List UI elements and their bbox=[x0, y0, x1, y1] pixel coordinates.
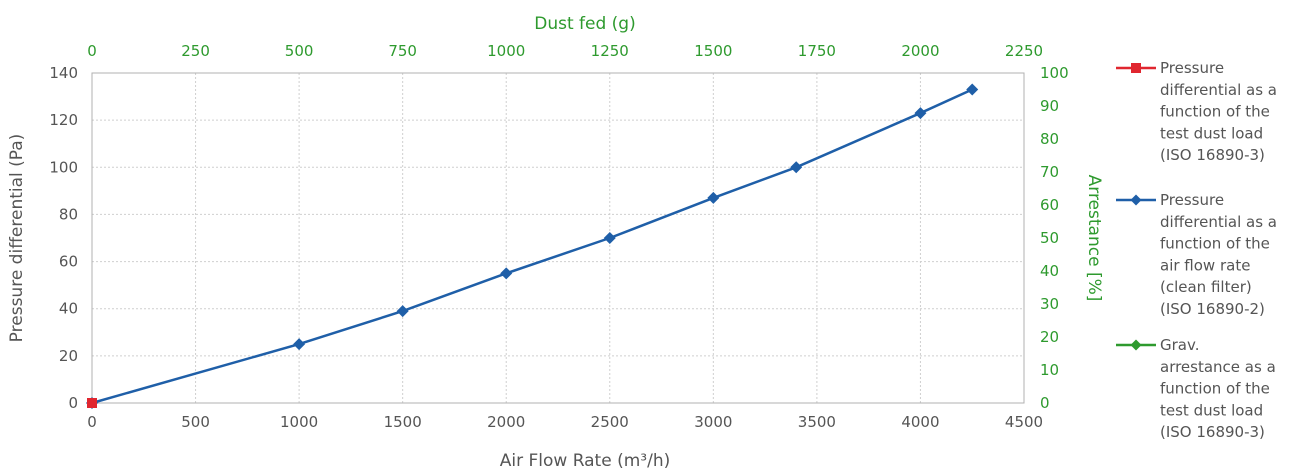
data-point bbox=[603, 232, 616, 244]
data-point bbox=[966, 83, 979, 96]
y2-tick-label: 70 bbox=[1040, 163, 1059, 181]
y2-tick-label: 0 bbox=[1040, 394, 1050, 412]
y2-tick-label: 10 bbox=[1040, 361, 1059, 379]
legend-label-1: function of the bbox=[1160, 235, 1270, 253]
x2-tick-label: 1500 bbox=[694, 42, 732, 60]
x-axis-title: Air Flow Rate (m³/h) bbox=[500, 451, 670, 471]
legend-marker-0 bbox=[1131, 63, 1141, 73]
y2-tick-label: 60 bbox=[1040, 196, 1059, 214]
x2-tick-label: 1250 bbox=[591, 42, 629, 60]
legend-label-1: (ISO 16890-2) bbox=[1160, 300, 1265, 318]
x-tick-label: 1500 bbox=[384, 413, 422, 431]
y2-tick-label: 90 bbox=[1040, 97, 1059, 115]
x2-tick-label: 0 bbox=[87, 42, 97, 60]
x2-tick-label: 250 bbox=[181, 42, 210, 60]
legend-marker-1 bbox=[1130, 194, 1142, 206]
y2-tick-label: 100 bbox=[1040, 64, 1069, 82]
y-tick-label: 80 bbox=[59, 205, 78, 223]
data-point bbox=[914, 107, 927, 120]
series bbox=[86, 83, 979, 409]
legend-label-2: (ISO 16890-3) bbox=[1160, 423, 1265, 441]
y-axis-title: Pressure differential (Pa) bbox=[7, 134, 27, 343]
y2-axis-title: Arrestance [%] bbox=[1084, 175, 1104, 302]
x-tick-label: 0 bbox=[87, 413, 97, 431]
y2-tick-label: 40 bbox=[1040, 262, 1059, 280]
y-tick-label: 40 bbox=[59, 300, 78, 318]
y2-tick-label: 80 bbox=[1040, 130, 1059, 148]
x2-tick-label: 2250 bbox=[1005, 42, 1043, 60]
x-tick-label: 4500 bbox=[1005, 413, 1043, 431]
x-tick-label: 2000 bbox=[487, 413, 525, 431]
y-tick-label: 100 bbox=[49, 158, 78, 176]
y-tick-label: 140 bbox=[49, 64, 78, 82]
x-tick-label: 3000 bbox=[694, 413, 732, 431]
y2-tick-label: 20 bbox=[1040, 328, 1059, 346]
x2-axis-title: Dust fed (g) bbox=[534, 14, 636, 34]
data-point bbox=[87, 398, 97, 408]
x2-tick-label: 750 bbox=[388, 42, 417, 60]
legend-label-0: (ISO 16890-3) bbox=[1160, 146, 1265, 164]
legend-label-1: (clean filter) bbox=[1160, 278, 1252, 296]
data-point bbox=[500, 267, 513, 280]
x-tick-label: 1000 bbox=[280, 413, 318, 431]
x-tick-label: 3500 bbox=[798, 413, 836, 431]
legend-label-1: air flow rate bbox=[1160, 256, 1250, 274]
y-tick-label: 0 bbox=[68, 394, 78, 412]
x-tick-label: 2500 bbox=[591, 413, 629, 431]
legend-label-1: differential as a bbox=[1160, 213, 1277, 231]
data-point bbox=[790, 161, 803, 174]
x2-tick-label: 2000 bbox=[901, 42, 939, 60]
y-tick-label: 20 bbox=[59, 347, 78, 365]
y2-tick-label: 50 bbox=[1040, 229, 1059, 247]
legend-label-1: Pressure bbox=[1160, 191, 1224, 209]
y2-tick-label: 30 bbox=[1040, 295, 1059, 313]
data-point bbox=[396, 305, 409, 318]
legend-label-0: Pressure bbox=[1160, 59, 1224, 77]
data-point bbox=[707, 191, 720, 204]
legend-label-0: function of the bbox=[1160, 103, 1270, 121]
x-tick-label: 500 bbox=[181, 413, 210, 431]
x2-tick-label: 1000 bbox=[487, 42, 525, 60]
x-tick-label: 4000 bbox=[901, 413, 939, 431]
legend-marker-2 bbox=[1130, 339, 1142, 351]
y-tick-label: 60 bbox=[59, 253, 78, 271]
legend-label-0: test dust load bbox=[1160, 124, 1263, 142]
legend-label-2: function of the bbox=[1160, 380, 1270, 398]
x2-tick-label: 1750 bbox=[798, 42, 836, 60]
legend-label-2: test dust load bbox=[1160, 401, 1263, 419]
plot-area bbox=[91, 72, 1025, 404]
x2-tick-label: 500 bbox=[285, 42, 314, 60]
legend-label-2: Grav. bbox=[1160, 336, 1199, 354]
grid bbox=[92, 73, 1024, 403]
data-point bbox=[293, 338, 306, 351]
legend-label-0: differential as a bbox=[1160, 81, 1277, 99]
legend-label-2: arrestance as a bbox=[1160, 358, 1276, 376]
y-tick-label: 120 bbox=[49, 111, 78, 129]
legend: Pressure differential as a function of the… bbox=[1116, 59, 1277, 441]
